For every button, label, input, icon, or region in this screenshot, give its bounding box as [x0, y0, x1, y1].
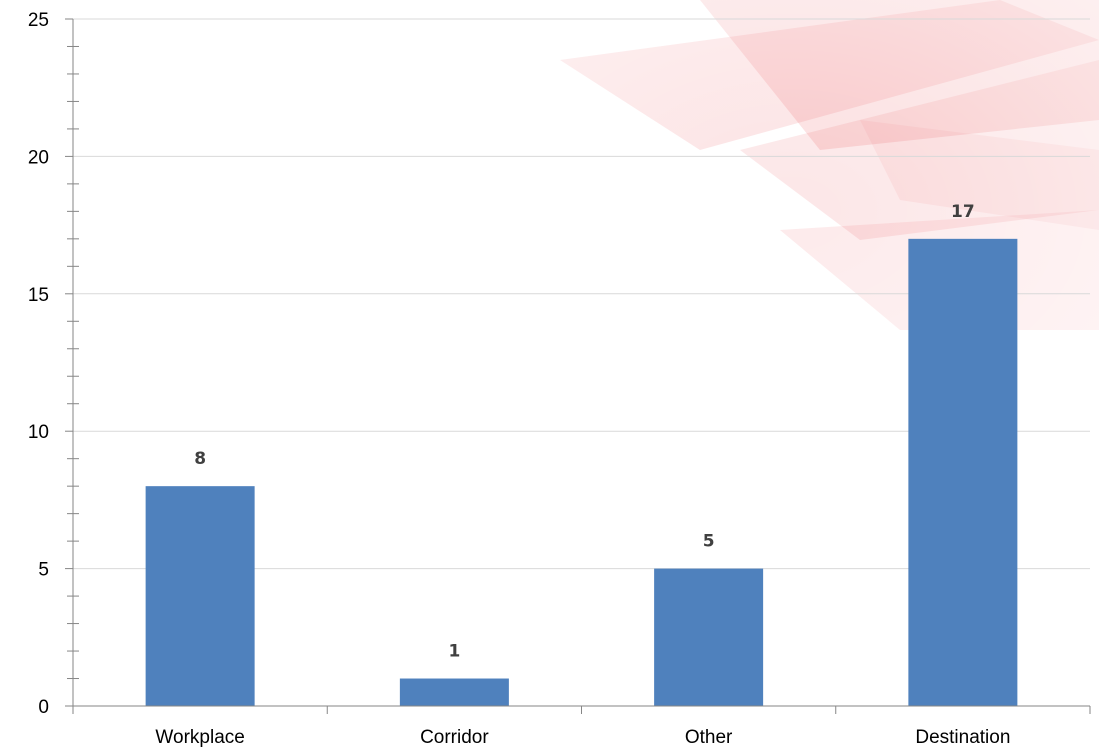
y-tick-label: 10 — [28, 422, 49, 443]
bar-workplace — [145, 486, 255, 706]
bar-corridor — [399, 678, 509, 706]
y-tick-label: 25 — [28, 10, 49, 31]
x-tick-label: Destination — [915, 727, 1010, 748]
bars — [145, 238, 1018, 706]
y-tick-label: 0 — [38, 697, 49, 718]
data-label: 5 — [703, 532, 715, 552]
x-tick-label: Other — [685, 727, 733, 748]
data-label: 8 — [194, 449, 206, 469]
x-tick-label: Corridor — [420, 727, 489, 748]
y-tick-label: 20 — [28, 147, 49, 168]
data-label: 1 — [448, 642, 460, 662]
x-tick-label: Workplace — [155, 727, 244, 748]
y-tick-label: 15 — [28, 285, 49, 306]
axes — [65, 18, 1091, 714]
bar-other — [654, 568, 764, 706]
data-label: 17 — [951, 202, 975, 222]
y-tick-label: 5 — [38, 560, 49, 581]
bar-destination — [908, 238, 1018, 706]
